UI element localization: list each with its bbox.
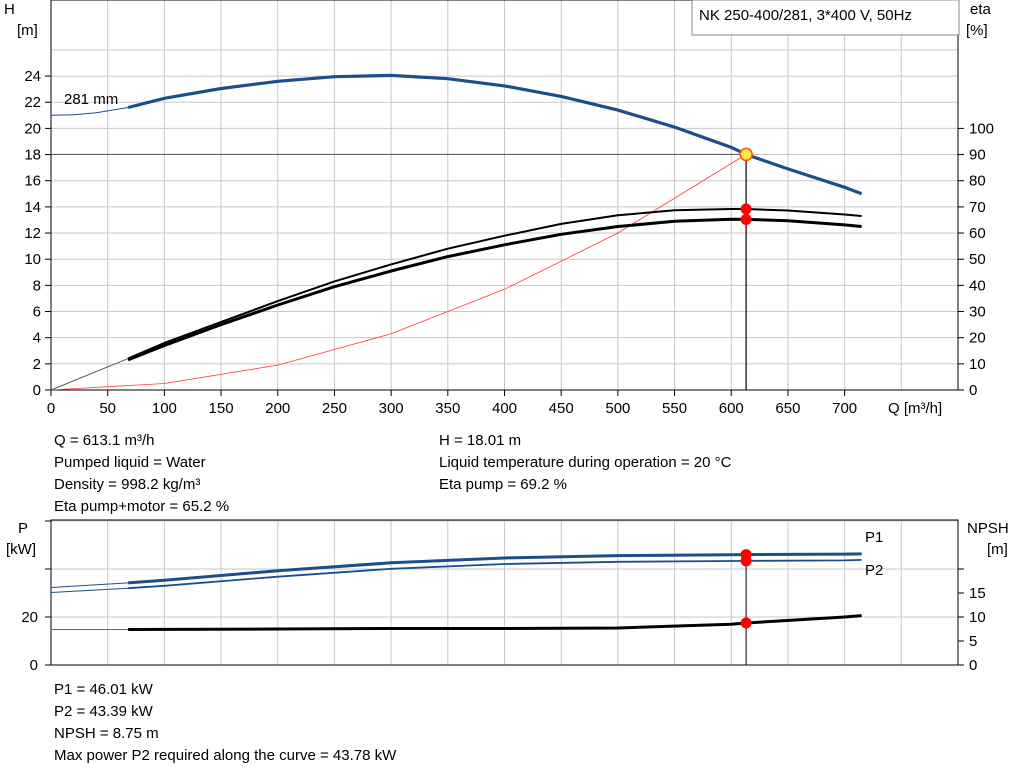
y-right-tick-label: 100 [969, 120, 994, 137]
p2-curve [128, 559, 862, 590]
x-tick-label: 50 [99, 400, 116, 417]
system-curve [50, 154, 747, 391]
x-axis-label: Q [m³/h] [888, 400, 942, 417]
duty-point-marker [739, 147, 753, 162]
npsh-curve [128, 614, 862, 631]
eta-pump-motor-curve [127, 217, 862, 362]
density-readout: Density = 998.2 kg/m³ [54, 476, 201, 493]
eta-pump-readout: Eta pump = 69.2 % [439, 476, 567, 493]
y-right-tick-label: 0 [969, 382, 977, 399]
y-right-tick-label: 40 [969, 277, 986, 294]
eta-pump-curve [127, 208, 862, 360]
x-tick-label: 600 [719, 400, 744, 417]
p1-readout: P1 = 46.01 kW [54, 681, 153, 698]
p2-duty-marker [740, 555, 752, 567]
npsh-tick-label: 15 [969, 585, 986, 602]
x-tick-label: 0 [47, 400, 55, 417]
x-tick-label: 300 [379, 400, 404, 417]
liquid-temperature-readout: Liquid temperature during operation = 20… [439, 454, 732, 471]
pump-title-box [691, 0, 960, 36]
y-right-tick-label: 80 [969, 173, 986, 190]
y-right-axis-label: eta [970, 1, 992, 18]
y-left-tick-label: 10 [24, 251, 41, 268]
x-tick-label: 450 [549, 400, 574, 417]
y-right-tick-label: 60 [969, 225, 986, 242]
results-upper-right: H = 18.01 m Liquid temperature during op… [439, 430, 731, 496]
results-upper-left: Q = 613.1 m³/h Pumped liquid = Water Den… [54, 430, 229, 518]
impeller-diameter-label: 281 mm [64, 91, 118, 108]
y-left-axis-unit: [m] [17, 22, 38, 39]
y-right-axis-unit: [%] [966, 22, 988, 39]
npsh-axis-unit: [m] [987, 541, 1008, 558]
x-tick-label: 200 [265, 400, 290, 417]
power-tick-label: 20 [21, 609, 38, 626]
y-left-tick-label: 4 [33, 330, 41, 347]
y-right-tick-label: 30 [969, 304, 986, 321]
x-tick-label: 350 [435, 400, 460, 417]
y-left-tick-label: 16 [24, 173, 41, 190]
x-tick-label: 700 [832, 400, 857, 417]
eta-extrapolated-curve [50, 358, 129, 391]
head-extrapolated-curve [50, 107, 129, 116]
results-lower: P1 = 46.01 kW P2 = 43.39 kW NPSH = 8.75 … [54, 679, 396, 767]
y-left-tick-label: 20 [24, 120, 41, 137]
npsh-axis-label: NPSH [967, 520, 1009, 537]
y-left-tick-label: 24 [24, 68, 41, 85]
npsh-readout: NPSH = 8.75 m [54, 725, 159, 742]
p2-legend-label: P2 [865, 562, 883, 579]
p1-legend-label: P1 [865, 529, 883, 546]
y-right-tick-label: 70 [969, 199, 986, 216]
p2-extrapolated-curve [50, 587, 129, 593]
y-left-tick-label: 12 [24, 225, 41, 242]
x-tick-label: 400 [492, 400, 517, 417]
p1-curve [127, 552, 862, 585]
y-right-tick-label: 90 [969, 147, 986, 164]
head-readout: H = 18.01 m [439, 432, 522, 449]
power-axis-label: P [18, 520, 28, 537]
eta-duty-marker [740, 213, 752, 225]
npsh-tick-label: 5 [969, 633, 977, 650]
y-right-tick-label: 10 [969, 356, 986, 373]
x-tick-label: 150 [209, 400, 234, 417]
head-curve [127, 73, 863, 196]
p2-readout: P2 = 43.39 kW [54, 703, 153, 720]
eta-duty-marker [740, 203, 752, 215]
x-tick-label: 500 [605, 400, 630, 417]
pumped-liquid-readout: Pumped liquid = Water [54, 454, 206, 471]
y-right-tick-label: 20 [969, 330, 986, 347]
x-tick-label: 550 [662, 400, 687, 417]
p1-extrapolated-curve [50, 582, 129, 588]
flow-readout: Q = 613.1 m³/h [54, 432, 155, 449]
x-tick-label: 100 [152, 400, 177, 417]
y-left-tick-label: 18 [24, 147, 41, 164]
y-left-tick-label: 14 [24, 199, 41, 216]
npsh-tick-label: 0 [969, 657, 977, 674]
pump-title: NK 250-400/281, 3*400 V, 50Hz [699, 7, 912, 24]
npsh-duty-marker [740, 617, 752, 629]
x-tick-label: 250 [322, 400, 347, 417]
upper-grid [50, 0, 958, 391]
npsh-tick-label: 10 [969, 609, 986, 626]
eta-pump-motor-readout: Eta pump+motor = 65.2 % [54, 498, 230, 515]
y-left-tick-label: 6 [33, 304, 41, 321]
lower-grid [50, 520, 958, 665]
max-power-readout: Max power P2 required along the curve = … [54, 747, 397, 764]
power-axis-unit: [kW] [6, 541, 36, 558]
power-tick-label: 0 [30, 657, 38, 674]
y-left-axis-label: H [4, 1, 15, 18]
y-left-tick-label: 22 [24, 94, 41, 111]
y-left-tick-label: 8 [33, 277, 41, 294]
y-right-tick-label: 50 [969, 251, 986, 268]
x-tick-label: 650 [775, 400, 800, 417]
y-left-tick-label: 2 [33, 356, 41, 373]
y-left-tick-label: 0 [33, 382, 41, 399]
